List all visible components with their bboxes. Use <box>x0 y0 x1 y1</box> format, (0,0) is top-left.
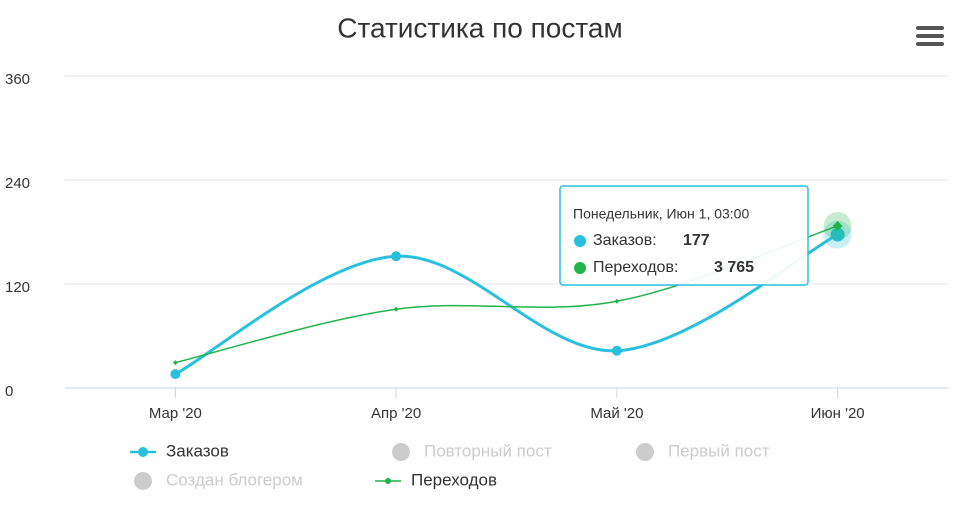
point <box>391 251 402 262</box>
legend-item[interactable]: Создан блогером <box>134 470 303 490</box>
legend-label: Создан блогером <box>166 470 303 489</box>
legend-item[interactable]: Переходов <box>375 470 497 489</box>
tooltip-value: 177 <box>683 232 710 249</box>
y-tick-label: 240 <box>5 175 30 192</box>
point <box>832 220 843 231</box>
tooltip-marker <box>574 235 586 247</box>
point <box>393 306 399 312</box>
x-tick-label: Май '20 <box>590 405 643 422</box>
tooltip-marker <box>574 262 586 274</box>
legend-marker <box>385 478 391 484</box>
point <box>172 360 178 366</box>
series-line <box>174 233 839 376</box>
x-tick-label: Мар '20 <box>149 405 202 422</box>
tooltip: Понедельник, Июн 1, 03:00 Заказов: 177 Пере… <box>559 185 809 286</box>
x-tick-label: Апр '20 <box>371 405 421 422</box>
tooltip-value: 3 765 <box>714 259 754 276</box>
menu-icon[interactable] <box>916 26 944 46</box>
tooltip-label: Заказов: <box>593 232 657 249</box>
legend-marker <box>134 472 152 490</box>
tooltip-box <box>559 185 809 286</box>
legend-item[interactable]: Повторный пост <box>392 441 552 461</box>
y-tick-label: 360 <box>5 71 30 88</box>
legend-label: Повторный пост <box>424 441 552 460</box>
point <box>170 369 181 380</box>
legend-marker <box>636 443 654 461</box>
y-tick-label: 0 <box>5 383 13 400</box>
tooltip-title: Понедельник, Июн 1, 03:00 <box>573 206 749 222</box>
legend-label: Переходов <box>411 470 497 489</box>
legend-item[interactable]: Первый пост <box>636 441 770 461</box>
tooltip-label: Переходов: <box>593 259 678 276</box>
x-tick-label: Июн '20 <box>811 405 865 422</box>
point <box>611 345 622 356</box>
legend-marker <box>138 447 148 457</box>
y-tick-label: 120 <box>5 279 30 296</box>
legend-item[interactable]: Заказов <box>130 441 229 460</box>
legend-marker <box>392 443 410 461</box>
point <box>830 227 845 242</box>
legend-label: Заказов <box>166 441 229 460</box>
point <box>614 298 620 304</box>
legend-label: Первый пост <box>668 441 770 460</box>
chart-title: Статистика по постам <box>337 12 622 43</box>
